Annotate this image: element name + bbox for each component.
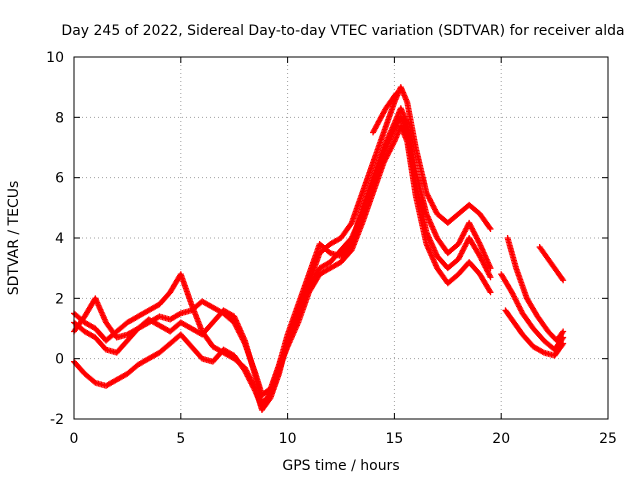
x-tick-label: 5 [176,431,185,447]
data-point-marker [487,225,494,232]
x-tick-label: 25 [599,431,617,447]
x-tick-label: 15 [385,431,403,447]
data-point-marker [539,348,546,355]
y-tick-label: 6 [55,171,64,187]
x-axis-label: GPS time / hours [282,458,399,474]
y-axis-label: SDTVAR / TECUs [6,181,22,296]
series-track-4 [71,123,494,410]
axes: 0 5 10 15 20 25 -2 0 2 4 6 8 10 [46,50,617,447]
series-track-5 [498,271,567,353]
x-tick-label: 10 [279,431,297,447]
data-point-marker [560,340,567,347]
y-tick-label: 2 [55,291,64,307]
data-point-marker [560,328,567,335]
data-point-marker [487,289,494,296]
data-point-marker [486,288,493,295]
data-point-marker [486,224,493,231]
y-tick-label: 8 [55,110,64,126]
series-track-8 [536,244,567,284]
data-point-marker [559,341,566,348]
y-tick-label: 4 [55,231,64,247]
data-point-marker [560,277,567,284]
data-point-marker [487,274,494,281]
data-point-marker [559,276,566,283]
data-point-marker [393,90,400,97]
data-point-marker [176,311,183,318]
series-track-7 [504,235,567,344]
series-track-9 [370,90,400,136]
data-points [71,84,567,413]
y-tick-label: 10 [46,50,64,66]
grid [74,57,608,419]
series-track-6 [502,307,567,359]
x-tick-label: 20 [492,431,510,447]
y-tick-label: -2 [50,412,64,428]
chart-title: Day 245 of 2022, Sidereal Day-to-day VTE… [61,23,624,39]
y-tick-label: 0 [55,352,64,368]
x-tick-label: 0 [70,431,79,447]
data-point-marker [559,329,566,336]
data-point-marker [392,91,399,98]
